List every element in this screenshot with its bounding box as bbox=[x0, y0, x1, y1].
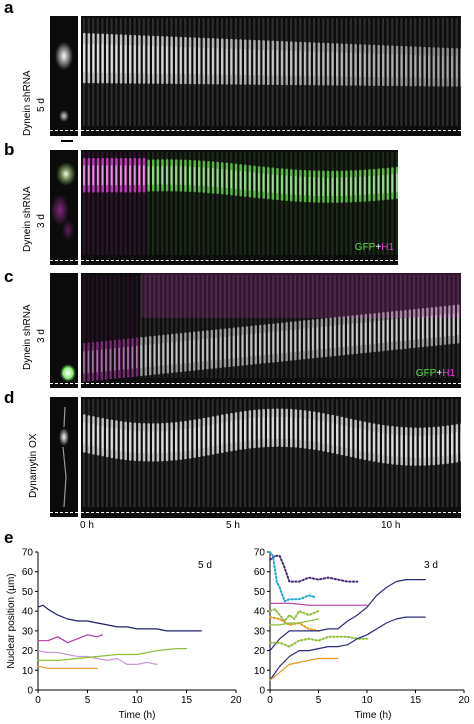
channel-legend-c: GFP+H1 bbox=[416, 368, 455, 379]
y-tick-label: 10 bbox=[22, 666, 34, 677]
series-line-5 bbox=[269, 618, 320, 626]
series-line-4 bbox=[269, 616, 320, 632]
series-line-4 bbox=[37, 665, 99, 669]
x-tick-label: 5 bbox=[316, 695, 322, 706]
y-tick-label: 30 bbox=[254, 626, 266, 637]
chart-annotation: 3 d bbox=[424, 560, 438, 571]
channel-gfp-label: GFP bbox=[354, 242, 376, 253]
y-tick-label: 70 bbox=[22, 548, 34, 559]
time-axis-line bbox=[81, 517, 461, 518]
series-line-7 bbox=[269, 635, 368, 648]
kymograph-b: GFP+H1 bbox=[81, 150, 398, 265]
scale-bar bbox=[61, 140, 73, 142]
kymograph-a bbox=[81, 16, 461, 136]
thumbnail-a-image bbox=[55, 42, 73, 122]
x-tick-label: 10 bbox=[361, 695, 373, 706]
panel-label-e: e bbox=[4, 528, 14, 547]
kymograph-c-image bbox=[83, 273, 461, 383]
thumbnail-b-image bbox=[51, 162, 76, 240]
kymograph-a-image bbox=[83, 18, 461, 126]
x-tick-label: 0 bbox=[35, 695, 41, 706]
series-line-1 bbox=[269, 551, 317, 603]
channel-plus-label: + bbox=[375, 242, 382, 253]
y-tick-label: 50 bbox=[254, 587, 266, 598]
panel-label-b: b bbox=[4, 140, 15, 159]
series-line-0 bbox=[269, 554, 359, 583]
y-tick-label: 70 bbox=[254, 548, 266, 559]
y-tick-label: 40 bbox=[22, 607, 34, 618]
y-tick-label: 20 bbox=[22, 646, 34, 657]
y-tick-label: 0 bbox=[27, 686, 33, 697]
time-tick-10h: 10 h bbox=[381, 520, 401, 531]
x-tick-label: 5 bbox=[85, 695, 91, 706]
thumbnail-a bbox=[50, 16, 78, 136]
x-tick-label: 20 bbox=[458, 695, 470, 706]
y-tick-label: 10 bbox=[254, 666, 266, 677]
y-tick-label: 40 bbox=[254, 607, 266, 618]
y-tick-label: 20 bbox=[254, 646, 266, 657]
series-line-8 bbox=[269, 616, 426, 681]
thumbnail-d bbox=[50, 397, 78, 517]
x-tick-label: 20 bbox=[230, 695, 242, 706]
thumbnail-d-image bbox=[59, 406, 69, 508]
kymograph-b-image bbox=[83, 152, 398, 255]
thumbnail-c-image bbox=[60, 364, 76, 382]
channel-legend-b: GFP+H1 bbox=[355, 242, 394, 253]
time-tick-5h: 5 h bbox=[226, 520, 240, 531]
series-line-2 bbox=[37, 649, 158, 666]
series-line-6 bbox=[269, 578, 426, 652]
x-tick-label: 15 bbox=[181, 695, 193, 706]
channel-h1-label: H1 bbox=[381, 242, 394, 253]
thumbnail-b bbox=[50, 150, 78, 265]
kymograph-d bbox=[81, 397, 461, 517]
chart-annotation: 5 d bbox=[198, 560, 212, 571]
series-line-0 bbox=[37, 604, 202, 632]
y-tick-label: 50 bbox=[22, 587, 34, 598]
panel-label-a: a bbox=[4, 0, 14, 17]
channel-h1-label: H1 bbox=[442, 368, 455, 379]
kymograph-d-image bbox=[83, 399, 461, 507]
series-line-3 bbox=[37, 647, 188, 662]
panel-label-c: c bbox=[4, 267, 14, 286]
y-tick-label: 60 bbox=[22, 567, 34, 578]
chart-0: 0 5 10 15 20 0 10 20 30 40 50 60 70 Time (h) Nuclear p… bbox=[6, 548, 242, 722]
x-tick-label: 0 bbox=[267, 695, 273, 706]
x-axis-label: Time (h) bbox=[119, 710, 156, 721]
x-axis-label: Time (h) bbox=[355, 710, 392, 721]
y-tick-label: 30 bbox=[22, 626, 34, 637]
y-axis-label: Nuclear position (µm) bbox=[6, 573, 17, 668]
x-tick-label: 15 bbox=[410, 695, 422, 706]
channel-gfp-label: GFP bbox=[415, 368, 437, 379]
series-line-1 bbox=[37, 634, 104, 644]
kymograph-c: GFP+H1 bbox=[81, 273, 461, 388]
x-tick-label: 10 bbox=[131, 695, 143, 706]
time-tick-0h: 0 h bbox=[80, 520, 94, 531]
chart-1: 0 5 10 15 20 0 10 20 30 40 50 60 70 Time (h) 3 d bbox=[254, 548, 470, 722]
y-tick-label: 60 bbox=[254, 567, 266, 578]
thumbnail-c bbox=[50, 273, 78, 388]
series-line-9 bbox=[269, 657, 339, 681]
series-line-2 bbox=[269, 602, 368, 606]
panel-label-d: d bbox=[4, 388, 15, 407]
y-tick-label: 0 bbox=[259, 686, 265, 697]
series-line-3 bbox=[269, 608, 320, 622]
channel-plus-label: + bbox=[436, 368, 443, 379]
